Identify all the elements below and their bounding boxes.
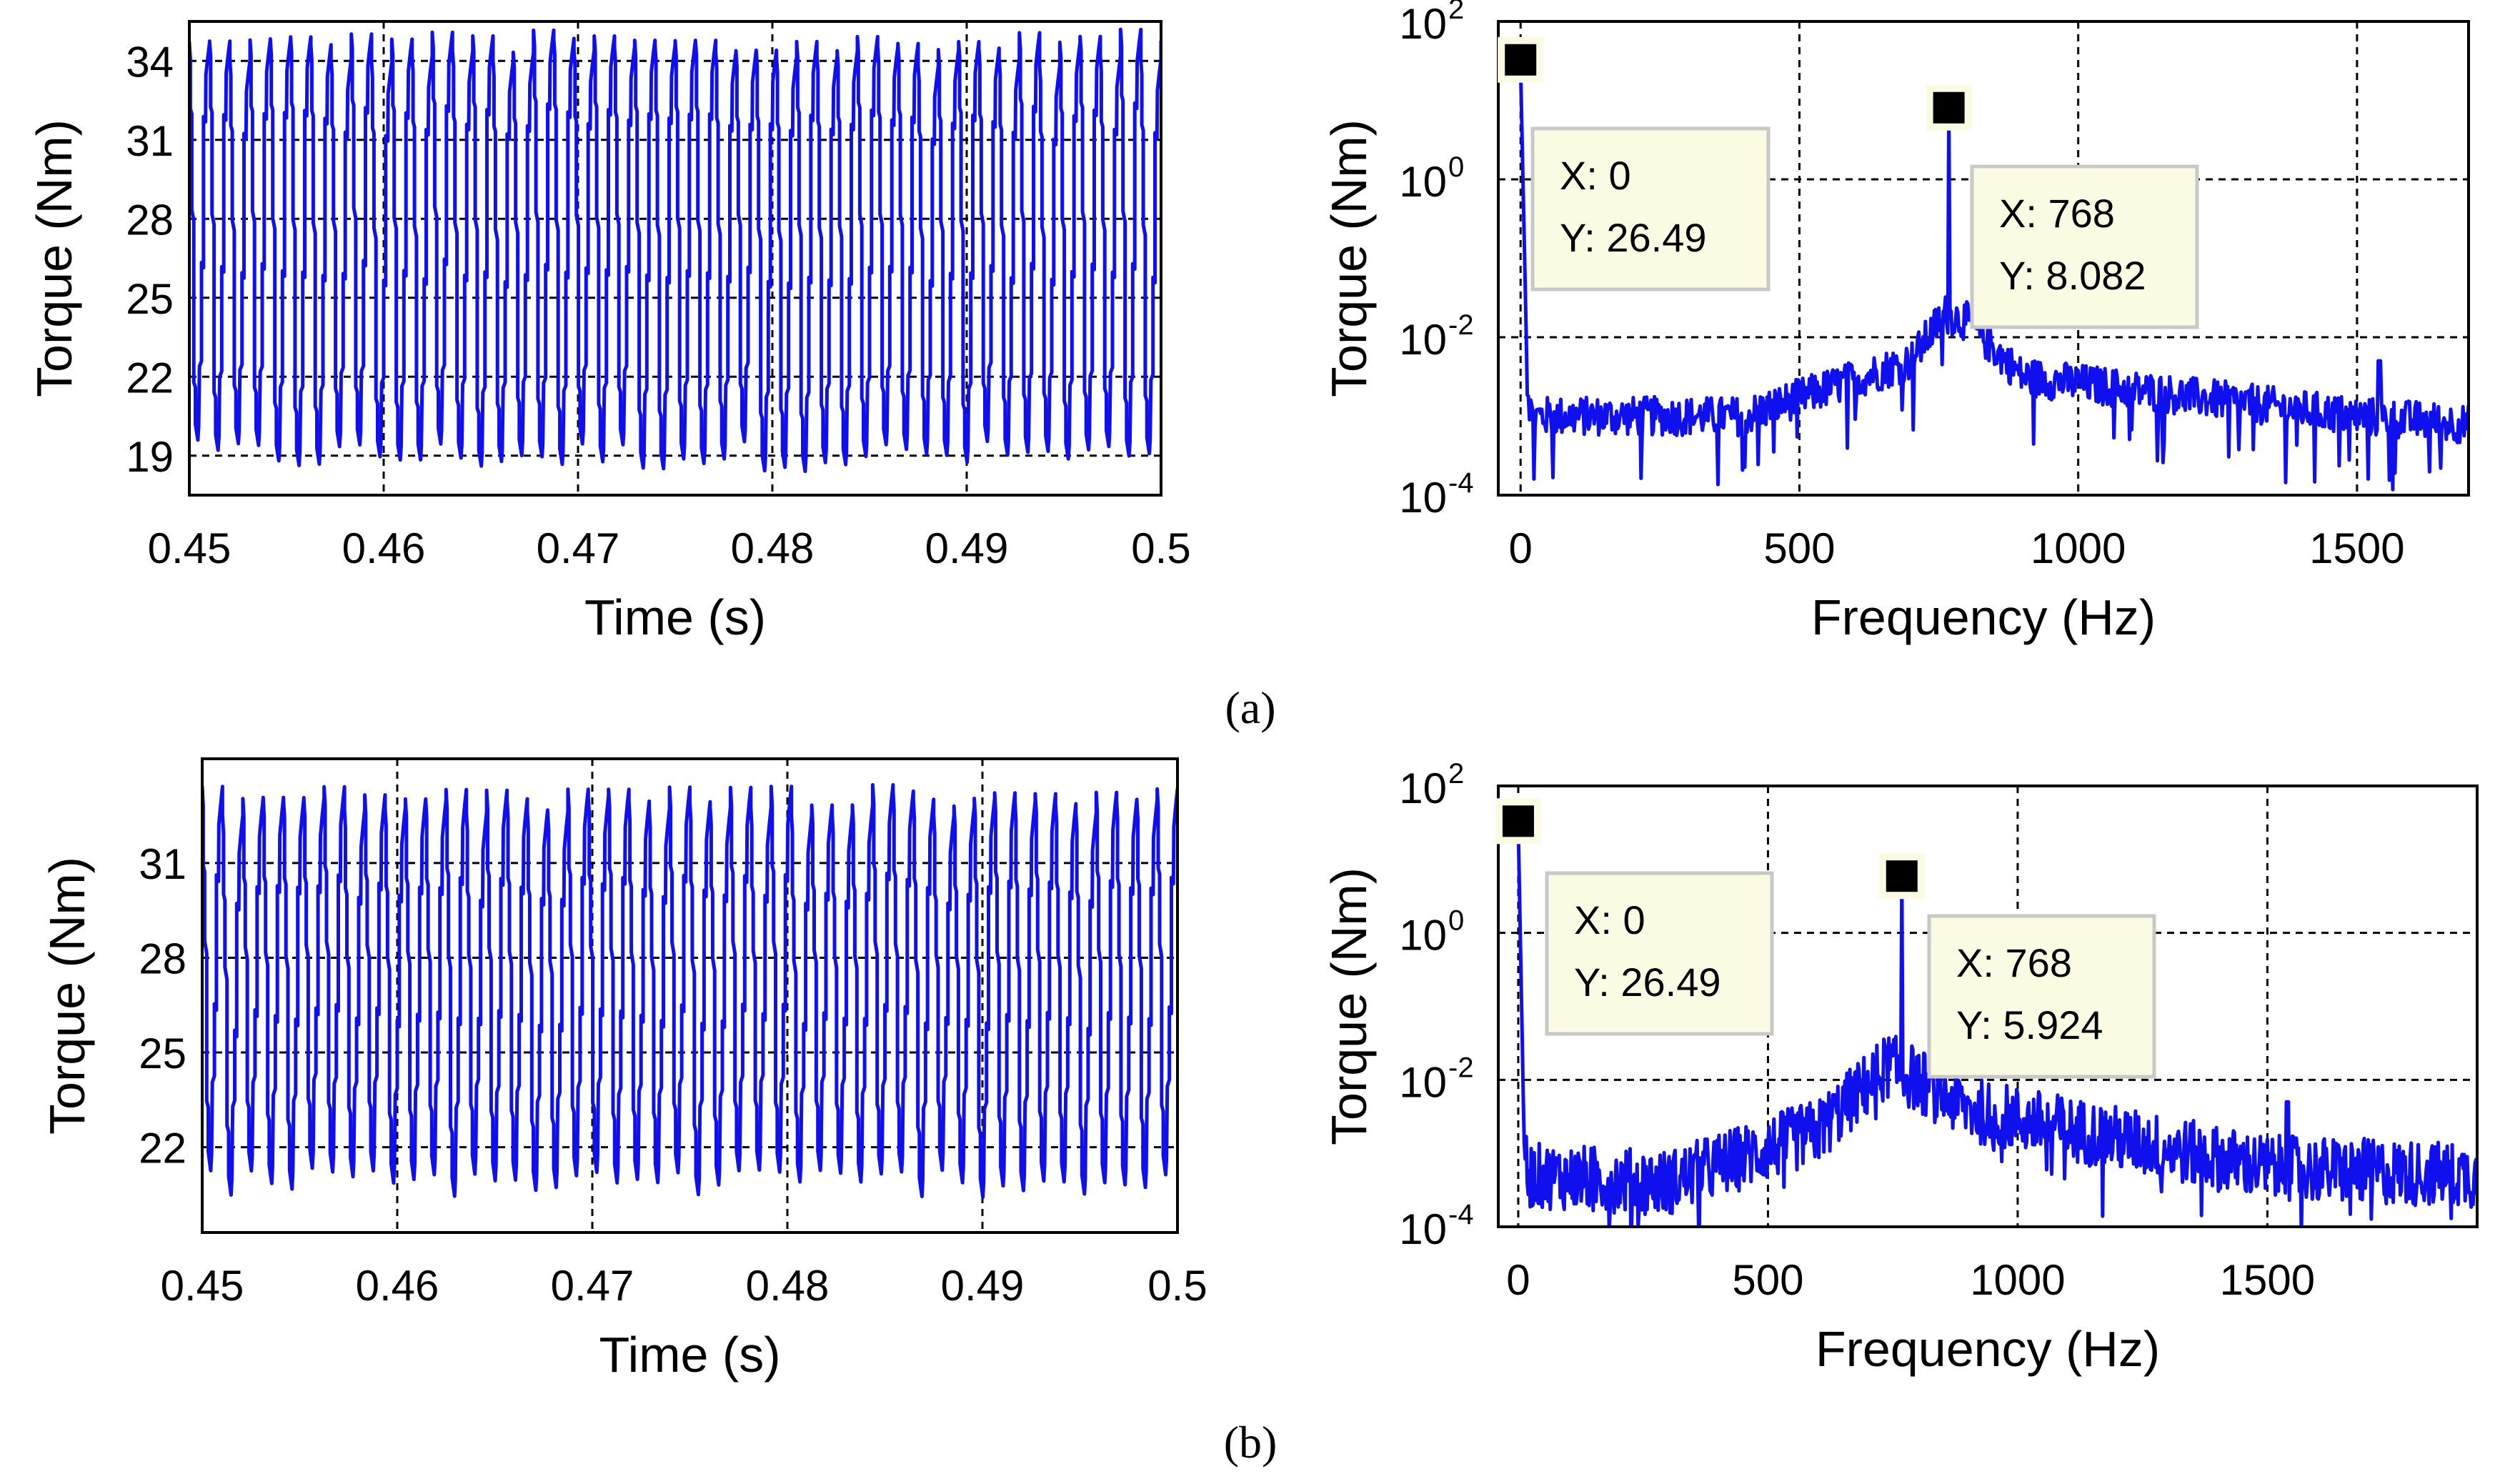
y-tick-exponent: -4	[1448, 467, 1474, 499]
caption-a: (a)	[1225, 682, 1275, 733]
x-tick-label: 1000	[2031, 524, 2126, 572]
y-tick-label: 28	[126, 196, 174, 244]
torque-spectrum	[1516, 828, 2477, 1227]
chart-a-time-torque: 0.45 0.46 0.47 0.48 0.49 0.5 19 22 25 28 31 34 Time …	[26, 20, 1191, 645]
datatip: X: 768 Y: 5.924	[1878, 853, 2156, 1079]
x-tick-label: 0.45	[161, 1262, 244, 1310]
y-tick-label: 10	[1399, 1205, 1447, 1253]
datatip-box	[1970, 164, 2199, 329]
y-tick-label: 34	[126, 38, 174, 86]
x-axis-label: Time (s)	[599, 1327, 780, 1383]
x-tick-label: 0	[1506, 1256, 1530, 1304]
y-tick-label: 10	[1399, 0, 1447, 48]
y-tick-label: 10	[1399, 316, 1447, 364]
datatip: X: 0 Y: 26.49	[1498, 36, 1771, 292]
x-axis-label: Frequency (Hz)	[1816, 1321, 2160, 1377]
datatip-x: X: 0	[1560, 153, 1631, 198]
torque-time-series	[189, 27, 1161, 474]
datatip-x: X: 768	[1956, 940, 2072, 985]
x-tick-label: 1500	[2309, 524, 2404, 572]
y-axis-label: Torque (Nm)	[1321, 119, 1377, 397]
datatip-y: Y: 26.49	[1574, 960, 1721, 1005]
datatip-marker	[1926, 84, 1972, 131]
plot-frame	[1497, 20, 2470, 497]
y-tick-label: 22	[126, 354, 174, 402]
datatip: X: 768 Y: 8.082	[1926, 84, 2199, 329]
datatip-box	[1530, 126, 1771, 292]
x-tick-label: 500	[1732, 1256, 1803, 1304]
x-tick-label: 0.49	[925, 524, 1009, 572]
datatip-y: Y: 8.082	[1999, 253, 2146, 298]
y-tick-exponent: -4	[1448, 1199, 1474, 1230]
datatip-marker	[1878, 853, 1925, 900]
datatip-x: X: 0	[1574, 897, 1645, 942]
x-tick-label: 0.46	[356, 1262, 439, 1310]
y-tick-label: 31	[126, 117, 174, 165]
plot-frame	[1497, 785, 2479, 1228]
y-tick-label: 10	[1399, 474, 1447, 522]
x-tick-label: 1000	[1970, 1256, 2065, 1304]
plot-frame	[201, 757, 1179, 1234]
y-axis-label: Torque (Nm)	[39, 857, 95, 1135]
y-tick-exponent: -2	[1448, 309, 1474, 341]
y-tick-label: 22	[139, 1125, 186, 1172]
y-tick-exponent: 0	[1448, 905, 1464, 937]
datatip: X: 0 Y: 26.49	[1495, 798, 1774, 1036]
torque-spectrum	[1518, 66, 2469, 492]
datatip-marker	[1495, 798, 1541, 845]
y-tick-label: 10	[1399, 912, 1447, 960]
x-tick-label: 0.48	[731, 524, 815, 572]
x-tick-label: 0.47	[537, 524, 620, 572]
y-axis-label: Torque (Nm)	[1321, 867, 1377, 1145]
x-tick-label: 1500	[2220, 1256, 2315, 1304]
torque-time-series	[202, 783, 1177, 1200]
x-tick-label: 0.47	[551, 1262, 634, 1310]
y-tick-label: 28	[139, 935, 186, 982]
y-tick-label: 19	[126, 433, 174, 481]
datatip-box	[1545, 871, 1774, 1036]
y-tick-label: 25	[139, 1030, 186, 1077]
datatip-x: X: 768	[1999, 191, 2115, 236]
y-tick-exponent: 2	[1448, 0, 1464, 25]
y-tick-exponent: -2	[1448, 1052, 1474, 1083]
y-tick-label: 10	[1399, 1058, 1447, 1106]
x-tick-label: 0.5	[1147, 1262, 1207, 1310]
chart-b-time-torque: 0.45 0.46 0.47 0.48 0.49 0.5 22 25 28 31 Time (s) T…	[39, 757, 1207, 1383]
x-axis-label: Frequency (Hz)	[1811, 589, 2156, 645]
y-tick-label: 10	[1399, 158, 1447, 206]
y-tick-exponent: 2	[1448, 758, 1464, 790]
datatip-y: Y: 5.924	[1956, 1002, 2103, 1047]
x-tick-label: 0.45	[148, 524, 231, 572]
plot-frame	[188, 20, 1162, 497]
y-tick-exponent: 0	[1448, 151, 1464, 183]
y-tick-label: 10	[1399, 765, 1447, 812]
y-axis-label: Torque (Nm)	[26, 119, 82, 397]
x-tick-label: 0.46	[342, 524, 426, 572]
datatip-marker	[1498, 36, 1544, 83]
x-tick-label: 0.49	[941, 1262, 1025, 1310]
y-tick-label: 25	[126, 275, 174, 323]
x-tick-label: 500	[1763, 524, 1835, 572]
x-axis-label: Time (s)	[584, 589, 766, 645]
y-tick-label: 31	[139, 840, 186, 888]
caption-b: (b)	[1224, 1417, 1278, 1468]
x-tick-label: 0	[1509, 524, 1533, 572]
x-tick-label: 0.48	[746, 1262, 830, 1310]
datatip-box	[1927, 914, 2156, 1079]
x-tick-label: 0.5	[1131, 524, 1190, 572]
datatip-y: Y: 26.49	[1560, 215, 1707, 260]
